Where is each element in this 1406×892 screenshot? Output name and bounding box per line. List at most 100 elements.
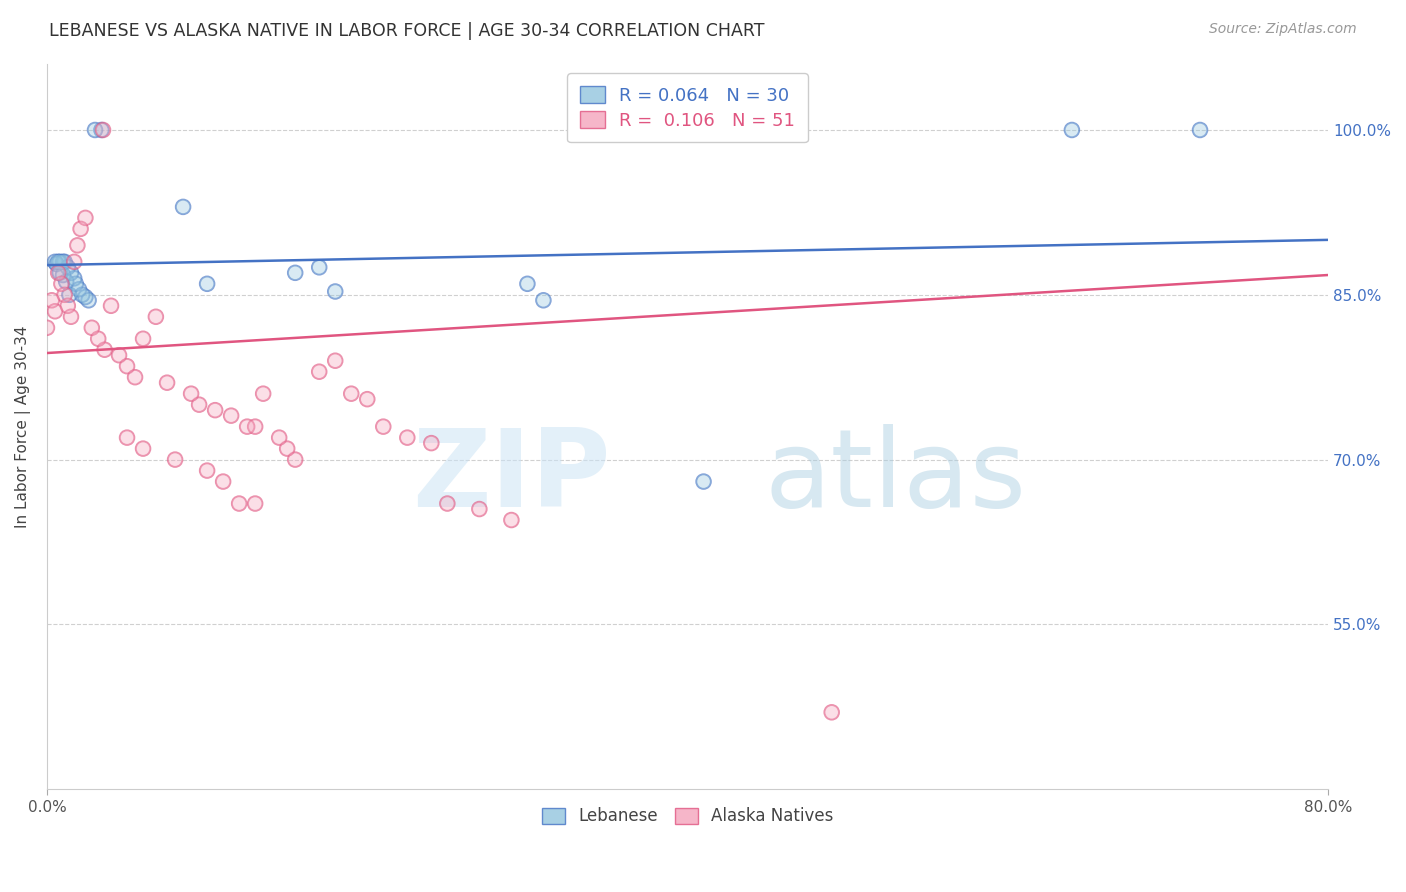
Point <box>115 359 138 374</box>
Point <box>46 266 69 280</box>
Point <box>145 310 167 324</box>
Point <box>77 293 100 308</box>
Point <box>323 285 346 299</box>
Point <box>49 255 72 269</box>
Point <box>63 255 86 269</box>
Point <box>132 442 155 456</box>
Point <box>70 287 93 301</box>
Point <box>243 419 266 434</box>
Point <box>516 277 538 291</box>
Point <box>44 304 66 318</box>
Point <box>468 502 491 516</box>
Point <box>56 299 79 313</box>
Point <box>276 442 298 456</box>
Point <box>284 452 307 467</box>
Point <box>75 211 97 225</box>
Point <box>49 266 72 280</box>
Point <box>236 419 259 434</box>
Point <box>243 419 266 434</box>
Point <box>75 290 97 304</box>
Point <box>692 475 714 489</box>
Point <box>212 475 235 489</box>
Point <box>100 299 122 313</box>
Point <box>44 255 66 269</box>
Point <box>75 290 97 304</box>
Point <box>132 442 155 456</box>
Point <box>219 409 242 423</box>
Point <box>93 343 115 357</box>
Point <box>533 293 555 308</box>
Point <box>188 398 211 412</box>
Text: LEBANESE VS ALASKA NATIVE IN LABOR FORCE | AGE 30-34 CORRELATION CHART: LEBANESE VS ALASKA NATIVE IN LABOR FORCE… <box>49 22 765 40</box>
Point <box>44 304 66 318</box>
Point <box>115 431 138 445</box>
Point <box>52 268 75 282</box>
Point <box>188 398 211 412</box>
Point <box>63 255 86 269</box>
Point <box>108 348 131 362</box>
Point <box>243 497 266 511</box>
Point <box>59 266 82 280</box>
Point <box>115 359 138 374</box>
Point <box>56 299 79 313</box>
Point <box>165 452 187 467</box>
Point <box>284 266 307 280</box>
Point <box>115 431 138 445</box>
Point <box>212 475 235 489</box>
Point <box>53 287 76 301</box>
Point <box>516 277 538 291</box>
Point <box>66 238 89 252</box>
Point <box>63 271 86 285</box>
Point <box>356 392 378 407</box>
Point <box>692 475 714 489</box>
Point <box>124 370 146 384</box>
Point <box>252 386 274 401</box>
Point <box>75 211 97 225</box>
Point <box>501 513 523 527</box>
Point <box>156 376 179 390</box>
Point <box>58 287 80 301</box>
Point <box>69 222 91 236</box>
Point <box>420 436 443 450</box>
Point <box>1060 123 1083 137</box>
Point <box>323 353 346 368</box>
Point <box>356 392 378 407</box>
Point <box>52 255 75 269</box>
Point <box>49 266 72 280</box>
Point <box>84 123 107 137</box>
Point <box>41 293 63 308</box>
Point <box>46 255 69 269</box>
Point <box>91 123 114 137</box>
Point <box>55 275 77 289</box>
Point <box>252 386 274 401</box>
Point <box>308 365 330 379</box>
Point <box>67 282 90 296</box>
Point <box>533 293 555 308</box>
Point <box>53 255 76 269</box>
Point <box>45 257 67 271</box>
Legend: Lebanese, Alaska Natives: Lebanese, Alaska Natives <box>531 797 844 835</box>
Point <box>132 332 155 346</box>
Point <box>195 464 218 478</box>
Point <box>501 513 523 527</box>
Point <box>90 123 112 137</box>
Point <box>49 255 72 269</box>
Point <box>51 277 73 291</box>
Point <box>132 332 155 346</box>
Point <box>100 299 122 313</box>
Point <box>436 497 458 511</box>
Point <box>195 464 218 478</box>
Point <box>228 497 250 511</box>
Point <box>124 370 146 384</box>
Point <box>70 287 93 301</box>
Point <box>41 293 63 308</box>
Text: Source: ZipAtlas.com: Source: ZipAtlas.com <box>1209 22 1357 37</box>
Point <box>323 285 346 299</box>
Point <box>65 277 87 291</box>
Point <box>308 260 330 275</box>
Point <box>53 287 76 301</box>
Point <box>420 436 443 450</box>
Point <box>308 365 330 379</box>
Point <box>65 277 87 291</box>
Point <box>77 293 100 308</box>
